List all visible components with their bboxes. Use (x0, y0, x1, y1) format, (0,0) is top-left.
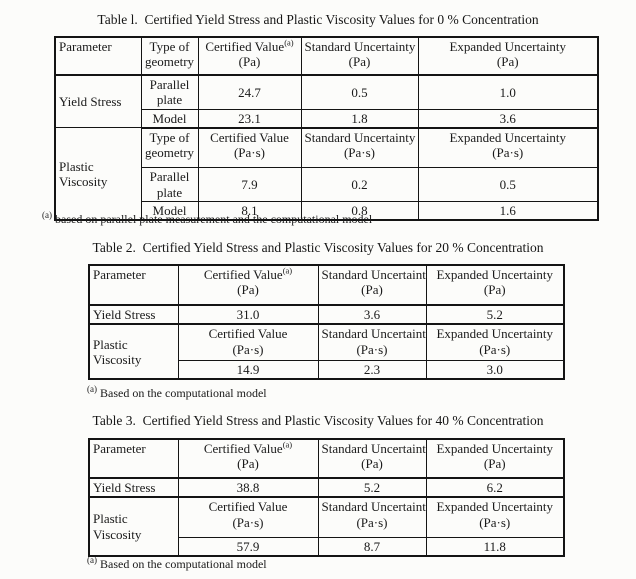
t1-geom-model: Model (140, 108, 199, 129)
t3-subheader-expanded: Expanded Uncertainty (Pa·s) (425, 496, 565, 538)
t1-yield-parallel-expanded: 1.0 (417, 74, 599, 110)
t1-plastic-parallel-certified: 7.9 (197, 167, 302, 203)
t1-plastic-model-standard: 0.8 (300, 201, 419, 221)
t1-plastic-header-row: Plastic Viscosity Type of geometry Certi… (54, 127, 599, 221)
table2: Parameter Certified Value(a) (Pa) Standar… (88, 264, 565, 381)
t2-plastic-values-row: 14.9 2.3 3.0 (89, 359, 565, 380)
t1-plastic-parallel-row: Parallel plate 7.9 0.2 0.5 (55, 167, 599, 203)
t1-subheader-certified: Certified Value (Pa·s) (197, 127, 302, 169)
t1-yield-model-row: Model 23.1 1.8 3.6 (55, 108, 599, 129)
t1-yield-parallel-certified: 24.7 (197, 74, 302, 110)
t2-param-yield-stress: Yield Stress (88, 304, 179, 326)
t1-param-plastic-viscosity: Plastic Viscosity (54, 127, 142, 221)
table2-footnote: (a) Based on the computational model (87, 384, 267, 401)
footnote-ref-a: (a) (282, 439, 293, 450)
t1-header-expanded: Expanded Uncertainty (Pa) (417, 36, 599, 76)
footnote-marker: (a) (87, 384, 97, 394)
t3-plastic-values-row: 57.9 8.7 11.8 (89, 536, 565, 557)
t3-param-plastic-viscosity: Plastic Viscosity (88, 496, 179, 557)
t3-yield-certified: 38.8 (177, 477, 319, 499)
t1-subheader-expanded: Expanded Uncertainty (Pa·s) (417, 127, 599, 169)
t1-plastic-parallel-expanded: 0.5 (417, 167, 599, 203)
t3-plastic-expanded: 11.8 (425, 536, 565, 557)
t3-header-expanded: Expanded Uncertainty (Pa) (425, 438, 565, 479)
t1-header-row: Parameter Type of geometry Certified Val… (54, 36, 599, 76)
t2-header-row: Parameter Certified Value(a) (Pa) Standar… (88, 264, 565, 306)
t1-header-standard: Standard Uncertainty (Pa) (300, 36, 419, 76)
t3-subheader-standard: Standard Uncertainty (Pa·s) (317, 496, 427, 538)
table3-footnote: (a) Based on the computational model (87, 555, 267, 572)
t1-yield-parallel-row: Yield Stress Parallel plate 24.7 0.5 1.0 (54, 74, 599, 129)
t1-plastic-model-expanded: 1.6 (417, 201, 599, 221)
footnote-ref-a: (a) (282, 265, 293, 276)
footnote-marker: (a) (87, 555, 97, 565)
t1-subheader-standard: Standard Uncertainty (Pa·s) (300, 127, 419, 169)
t3-yield-expanded: 6.2 (425, 477, 565, 499)
t3-subheader-certified: Certified Value (Pa·s) (177, 496, 319, 538)
t3-header-row: Parameter Certified Value(a) (Pa) Standar… (88, 438, 565, 479)
t2-plastic-standard: 2.3 (317, 359, 427, 380)
t2-yield-standard: 3.6 (317, 304, 427, 326)
table3-title: Table 3. Certified Yield Stress and Plas… (92, 413, 544, 428)
t2-yield-row: Yield Stress 31.0 3.6 5.2 (88, 304, 565, 326)
t2-subheader-expanded: Expanded Uncertainty (Pa·s) (425, 323, 565, 361)
t3-header-certified: Certified Value(a) (Pa) (177, 438, 319, 479)
t2-header-standard: Standard Uncertainty (Pa) (317, 264, 427, 306)
t1-plastic-model-row: Model 8.1 0.8 1.6 (55, 201, 599, 221)
t3-plastic-standard: 8.7 (317, 536, 427, 557)
t3-yield-standard: 5.2 (317, 477, 427, 499)
table1-footnote: (a) based on parallel plate measurement a… (42, 210, 373, 227)
footnote-ref-a: (a) (284, 37, 294, 48)
t1-yield-model-certified: 23.1 (197, 108, 302, 129)
t2-header-expanded: Expanded Uncertainty (Pa) (425, 264, 565, 306)
t1-plastic-parallel-standard: 0.2 (300, 167, 419, 203)
t3-yield-row: Yield Stress 38.8 5.2 6.2 (88, 477, 565, 499)
t1-header-parameter: Parameter (54, 36, 142, 76)
t2-plastic-header-row: Plastic Viscosity Certified Value (Pa·s) … (88, 323, 565, 380)
t2-subheader-standard: Standard Uncertainty (Pa·s) (317, 323, 427, 361)
t2-header-certified: Certified Value(a) (Pa) (177, 264, 319, 306)
table1-title: Table l. Certified Yield Stress and Plas… (97, 12, 539, 27)
t1-header-certified: Certified Value(a) (Pa) (197, 36, 302, 76)
t3-param-yield-stress: Yield Stress (88, 477, 179, 499)
t1-param-yield-stress: Yield Stress (54, 74, 142, 129)
footnote-marker: (a) (42, 210, 52, 220)
table3: Parameter Certified Value(a) (Pa) Standar… (88, 438, 565, 558)
t2-header-parameter: Parameter (88, 264, 179, 306)
t2-plastic-expanded: 3.0 (425, 359, 565, 380)
t2-yield-certified: 31.0 (177, 304, 319, 326)
t3-header-parameter: Parameter (88, 438, 179, 479)
t3-plastic-header-row: Plastic Viscosity Certified Value (Pa·s) … (88, 496, 565, 557)
t3-header-standard: Standard Uncertainty (Pa) (317, 438, 427, 479)
t2-yield-expanded: 5.2 (425, 304, 565, 326)
t2-param-plastic-viscosity: Plastic Viscosity (88, 323, 179, 380)
t2-subheader-certified: Certified Value (Pa·s) (177, 323, 319, 361)
t2-plastic-certified: 14.9 (177, 359, 319, 380)
t3-plastic-certified: 57.9 (177, 536, 319, 557)
table2-title: Table 2. Certified Yield Stress and Plas… (92, 240, 544, 255)
t1-yield-model-standard: 1.8 (300, 108, 419, 129)
t1-yield-parallel-standard: 0.5 (300, 74, 419, 110)
table1: Parameter Type of geometry Certified Val… (54, 36, 599, 222)
t1-subheader-geometry: Type of geometry (140, 127, 199, 169)
t1-header-geometry: Type of geometry (140, 36, 199, 76)
t1-yield-model-expanded: 3.6 (417, 108, 599, 129)
t1-geom-parallel-plate: Parallel plate (140, 167, 199, 203)
t1-geom-parallel-plate: Parallel plate (140, 74, 199, 110)
